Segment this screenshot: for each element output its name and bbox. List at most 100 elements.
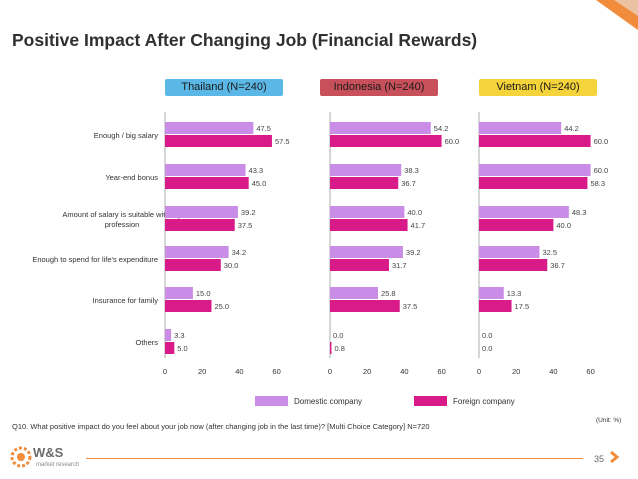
bar bbox=[165, 177, 249, 189]
ws-logo-icon bbox=[10, 446, 32, 468]
bar bbox=[479, 206, 569, 218]
data-label: 39.2 bbox=[406, 248, 421, 257]
data-label: 48.3 bbox=[572, 208, 587, 217]
category-label: Insurance for family bbox=[93, 296, 159, 305]
data-label: 47.5 bbox=[256, 124, 271, 133]
data-label: 43.3 bbox=[249, 166, 264, 175]
data-label: 60.0 bbox=[594, 166, 609, 175]
bar bbox=[479, 135, 591, 147]
bar bbox=[330, 122, 431, 134]
x-tick-label: 40 bbox=[549, 367, 557, 376]
data-label: 0.8 bbox=[334, 344, 344, 353]
bar bbox=[330, 342, 332, 354]
footer-divider bbox=[86, 458, 583, 459]
bar bbox=[330, 206, 405, 218]
data-label: 44.2 bbox=[564, 124, 579, 133]
unit-note: (Unit: %) bbox=[596, 417, 622, 424]
data-label: 40.0 bbox=[407, 208, 422, 217]
data-label: 40.0 bbox=[556, 221, 571, 230]
bar bbox=[165, 164, 246, 176]
bar bbox=[330, 246, 403, 258]
data-label: 45.0 bbox=[252, 179, 267, 188]
footnote: Q10. What positive impact do you feel ab… bbox=[12, 422, 430, 431]
data-label: 30.0 bbox=[224, 261, 239, 270]
data-label: 60.0 bbox=[594, 137, 609, 146]
x-tick-label: 20 bbox=[198, 367, 206, 376]
bar bbox=[165, 287, 193, 299]
category-label: Year-end bonus bbox=[105, 173, 158, 182]
data-label: 37.5 bbox=[403, 302, 418, 311]
x-tick-label: 0 bbox=[163, 367, 167, 376]
bar bbox=[479, 219, 554, 231]
bar bbox=[165, 219, 235, 231]
x-tick-label: 0 bbox=[328, 367, 332, 376]
bar bbox=[479, 246, 540, 258]
bar bbox=[330, 164, 402, 176]
legend-foreign-label: Foreign company bbox=[453, 396, 515, 406]
data-label: 34.2 bbox=[232, 248, 247, 257]
data-label: 36.7 bbox=[550, 261, 565, 270]
chevron-right-icon bbox=[610, 450, 620, 464]
bar bbox=[330, 300, 400, 312]
panel-header-vietnam: Vietnam (N=240) bbox=[479, 79, 597, 96]
panel-header-indonesia: Indonesia (N=240) bbox=[320, 79, 438, 96]
bar bbox=[479, 259, 548, 271]
category-label: Others bbox=[135, 338, 158, 347]
x-tick-label: 60 bbox=[586, 367, 594, 376]
bar bbox=[165, 259, 221, 271]
legend-domestic-swatch bbox=[255, 396, 288, 406]
bar bbox=[330, 287, 378, 299]
x-tick-label: 60 bbox=[272, 367, 280, 376]
x-tick-label: 40 bbox=[400, 367, 408, 376]
data-label: 54.2 bbox=[434, 124, 449, 133]
data-label: 58.3 bbox=[590, 179, 605, 188]
bar bbox=[330, 135, 442, 147]
bar bbox=[165, 300, 212, 312]
data-label: 15.0 bbox=[196, 289, 211, 298]
data-label: 3.3 bbox=[174, 331, 184, 340]
category-label: Amount of salary is suitable with my prof… bbox=[62, 210, 181, 229]
bar bbox=[479, 122, 562, 134]
bar bbox=[165, 342, 175, 354]
data-label: 60.0 bbox=[445, 137, 460, 146]
legend-foreign: Foreign company bbox=[414, 396, 515, 406]
bar bbox=[330, 219, 408, 231]
data-label: 0.0 bbox=[482, 344, 492, 353]
bar bbox=[165, 135, 272, 147]
x-tick-label: 20 bbox=[363, 367, 371, 376]
legend-foreign-swatch bbox=[414, 396, 447, 406]
data-label: 32.5 bbox=[542, 248, 557, 257]
data-label: 41.7 bbox=[411, 221, 426, 230]
data-label: 39.2 bbox=[241, 208, 256, 217]
data-label: 0.0 bbox=[333, 331, 343, 340]
x-tick-label: 0 bbox=[477, 367, 481, 376]
legend-domestic-label: Domestic company bbox=[294, 396, 363, 406]
data-label: 0.0 bbox=[482, 331, 492, 340]
data-label: 17.5 bbox=[515, 302, 530, 311]
data-label: 13.3 bbox=[507, 289, 522, 298]
data-label: 37.5 bbox=[238, 221, 253, 230]
corner-decoration bbox=[596, 0, 638, 30]
category-label: Enough to spend for life's expenditure bbox=[32, 255, 158, 264]
bar bbox=[479, 287, 504, 299]
logo-brand: W&S bbox=[33, 445, 64, 460]
bar bbox=[165, 206, 238, 218]
panel-header-thailand: Thailand (N=240) bbox=[165, 79, 283, 96]
logo-subtitle: market research bbox=[36, 462, 80, 468]
data-label: 57.5 bbox=[275, 137, 290, 146]
legend-domestic: Domestic company bbox=[255, 396, 362, 406]
bar bbox=[165, 329, 172, 341]
data-label: 36.7 bbox=[401, 179, 416, 188]
page-number: 35 bbox=[594, 454, 605, 464]
bar bbox=[330, 259, 389, 271]
bar bbox=[479, 177, 588, 189]
x-tick-label: 20 bbox=[512, 367, 520, 376]
data-label: 31.7 bbox=[392, 261, 407, 270]
data-label: 25.0 bbox=[215, 302, 230, 311]
bar bbox=[165, 122, 254, 134]
data-label: 38.3 bbox=[404, 166, 419, 175]
x-tick-label: 40 bbox=[235, 367, 243, 376]
bar bbox=[330, 177, 399, 189]
x-tick-label: 60 bbox=[437, 367, 445, 376]
